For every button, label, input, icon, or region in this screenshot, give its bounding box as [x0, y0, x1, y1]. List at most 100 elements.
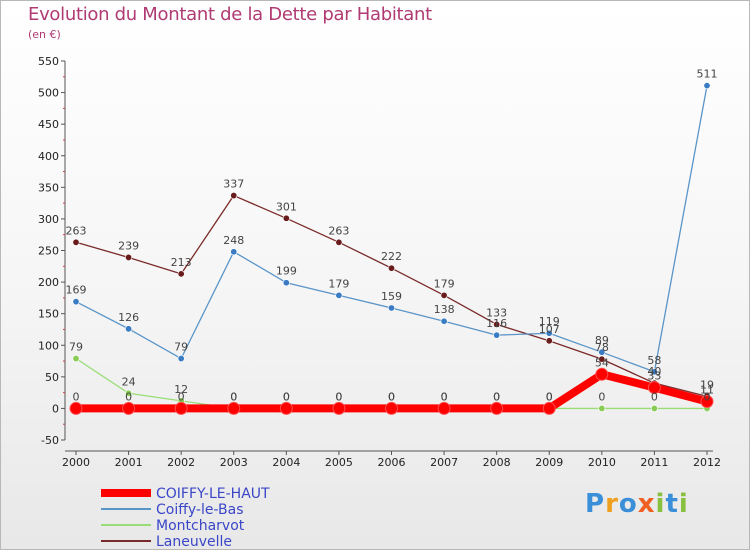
y-tick-label: 0: [52, 402, 59, 415]
data-label: 0: [125, 390, 132, 403]
data-point: [545, 329, 553, 337]
proxiti-logo: Proxiti: [585, 489, 689, 519]
logo-letter: t: [665, 489, 679, 519]
data-point: [650, 404, 658, 412]
y-tick-label: 250: [38, 245, 59, 258]
data-point: [282, 279, 290, 287]
data-label: 0: [441, 390, 448, 403]
data-label: 133: [486, 306, 507, 319]
data-point: [122, 401, 136, 415]
data-label: 0: [388, 390, 395, 403]
data-point: [72, 298, 80, 306]
data-point: [230, 248, 238, 256]
y-tick-label: 350: [38, 181, 59, 194]
data-point: [542, 401, 556, 415]
data-point: [440, 317, 448, 325]
data-label: 263: [66, 224, 87, 237]
data-label: 0: [178, 390, 185, 403]
data-label: 248: [223, 234, 244, 247]
data-point: [125, 325, 133, 333]
y-tick-label: 200: [38, 276, 59, 289]
logo-letter: P: [585, 489, 606, 519]
data-label: 0: [704, 390, 711, 403]
data-label: 58: [647, 354, 661, 367]
data-label: 0: [546, 390, 553, 403]
y-tick-label: 400: [38, 150, 59, 163]
y-tick-label: 550: [38, 55, 59, 68]
x-tick-label: 2010: [588, 456, 616, 469]
legend-entry: Coiffy-le-Bas: [156, 502, 244, 518]
data-label: 0: [230, 390, 237, 403]
y-tick-label: 150: [38, 308, 59, 321]
data-label: 126: [118, 311, 139, 324]
legend-entry: COIFFY-LE-HAUT: [156, 486, 270, 502]
data-point: [437, 401, 451, 415]
x-tick-label: 2012: [693, 456, 721, 469]
data-point: [125, 389, 133, 397]
data-label: 239: [118, 239, 139, 252]
data-point: [703, 82, 711, 90]
chart-title: Evolution du Montant de la Dette par Hab…: [28, 4, 432, 25]
data-label: 89: [595, 334, 609, 347]
data-label: 0: [388, 390, 395, 403]
data-point: [227, 401, 241, 415]
data-label: 0: [598, 390, 605, 403]
data-point: [125, 253, 133, 261]
data-label: 337: [223, 178, 244, 191]
data-label: 222: [381, 250, 402, 263]
logo-letter: i: [655, 489, 666, 519]
x-tick-label: 2000: [62, 456, 90, 469]
data-label: 0: [493, 390, 500, 403]
data-label: 40: [647, 365, 661, 378]
y-tick-label: 500: [38, 87, 59, 100]
data-label: 138: [434, 303, 455, 316]
data-label: 12: [174, 383, 188, 396]
data-point: [598, 355, 606, 363]
data-point: [440, 291, 448, 299]
data-label: 179: [434, 277, 455, 290]
y-tick-label: -50: [41, 434, 59, 447]
data-point: [332, 401, 346, 415]
data-point: [493, 320, 501, 328]
logo-letter: o: [618, 489, 638, 519]
legend-entry: Montcharvot: [156, 518, 245, 534]
data-label: 169: [66, 284, 87, 297]
data-point: [177, 270, 185, 278]
x-tick-label: 2004: [272, 456, 300, 469]
data-label: 0: [546, 390, 553, 403]
data-label: 199: [276, 265, 297, 278]
data-point: [282, 214, 290, 222]
series-line-coiffy-le-bas: [75, 84, 708, 373]
y-tick-label: 450: [38, 118, 59, 131]
data-label: 0: [283, 390, 290, 403]
data-label: 213: [171, 256, 192, 269]
x-tick-label: 2011: [640, 456, 668, 469]
data-point: [177, 355, 185, 363]
data-point: [598, 404, 606, 412]
y-tick-label: 50: [45, 371, 59, 384]
data-point: [647, 381, 661, 395]
data-label: 24: [122, 375, 136, 388]
data-label: 301: [276, 200, 297, 213]
data-label: 79: [69, 341, 83, 354]
x-tick-label: 2007: [430, 456, 458, 469]
data-point: [595, 367, 609, 381]
data-label: 179: [328, 277, 349, 290]
x-tick-label: 2003: [220, 456, 248, 469]
y-tick-label: 300: [38, 213, 59, 226]
data-label: 54: [595, 356, 609, 369]
data-label: 159: [381, 290, 402, 303]
data-label: 263: [328, 224, 349, 237]
data-point: [69, 401, 83, 415]
data-point: [72, 355, 80, 363]
data-point: [385, 401, 398, 415]
x-tick-label: 2008: [483, 456, 511, 469]
data-point: [387, 304, 395, 312]
logo-letter: x: [637, 489, 656, 519]
data-point: [387, 264, 395, 272]
data-point: [598, 348, 606, 356]
data-label: 511: [697, 68, 718, 81]
data-point: [230, 192, 238, 200]
